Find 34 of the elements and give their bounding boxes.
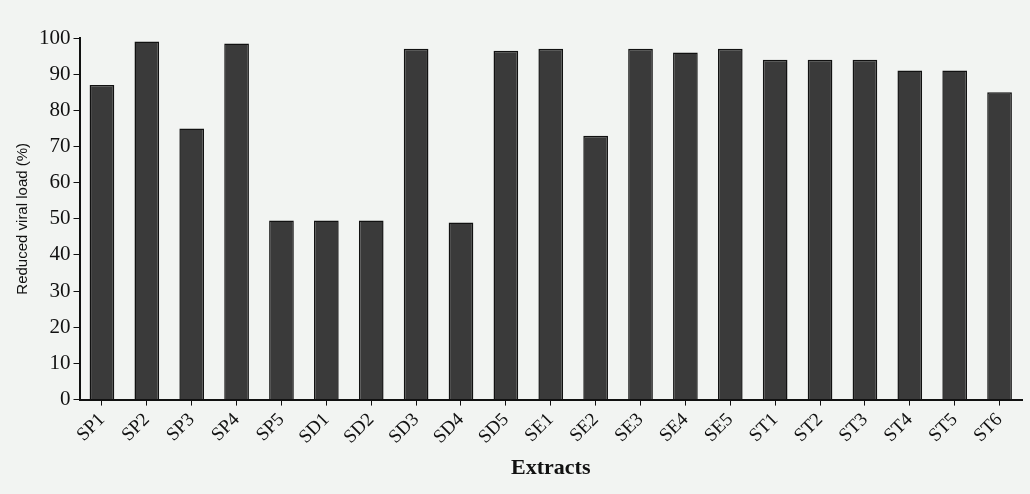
x-tick-label: SP4 xyxy=(206,407,244,445)
x-tick-label: SP5 xyxy=(251,408,288,445)
y-tick-label: 40 xyxy=(49,241,71,266)
y-tick-label: 0 xyxy=(60,386,71,411)
x-tick-label: ST5 xyxy=(923,408,962,446)
y-tick-label: 90 xyxy=(49,60,71,85)
x-tick-label: SE4 xyxy=(654,407,693,446)
y-tick-label: 20 xyxy=(49,313,71,338)
x-tick-label: SD3 xyxy=(383,408,423,447)
x-tick-label: ST1 xyxy=(744,408,782,446)
x-tick-label: SD2 xyxy=(338,408,378,447)
x-tick-label: SE2 xyxy=(564,408,602,446)
y-axis-title: Reduced viral load (%) xyxy=(13,142,31,295)
y-tick-label: 100 xyxy=(39,24,71,49)
x-tick-label: SE3 xyxy=(609,408,647,446)
x-tick-label: SE1 xyxy=(519,408,558,446)
x-tick-label: SP2 xyxy=(116,408,154,445)
x-tick-label: SP1 xyxy=(71,408,109,445)
y-tick-label: 80 xyxy=(49,96,71,121)
y-tick-label: 60 xyxy=(49,169,71,194)
x-tick-label: ST4 xyxy=(878,407,917,446)
x-axis-title: Extracts xyxy=(511,454,591,480)
x-tick-label: SE5 xyxy=(699,408,737,446)
x-tick-label: SD4 xyxy=(428,407,468,447)
y-tick-label: 30 xyxy=(49,277,71,302)
y-tick-label: 10 xyxy=(49,349,71,374)
x-tick-label: ST6 xyxy=(968,408,1006,446)
y-tick-label: 50 xyxy=(49,205,71,230)
x-tick-label: SP3 xyxy=(161,408,199,445)
x-tick-label: SD1 xyxy=(293,408,333,447)
y-tick-label: 70 xyxy=(49,132,71,157)
x-tick-label: SD5 xyxy=(473,408,513,447)
x-tick-label: ST3 xyxy=(834,408,872,446)
x-tick-label: ST2 xyxy=(789,408,827,446)
